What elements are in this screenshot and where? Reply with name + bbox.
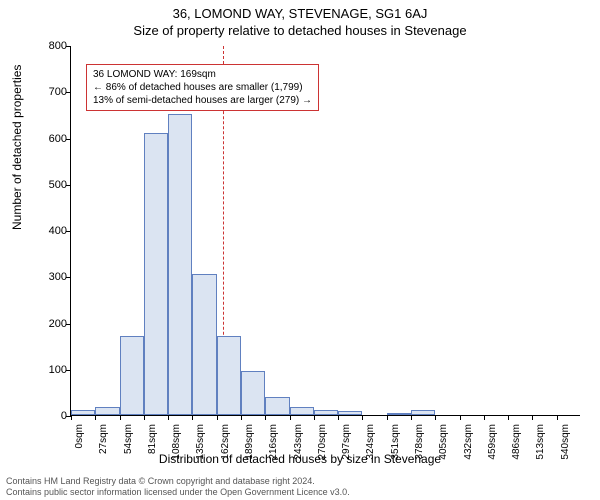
histogram-bar bbox=[290, 407, 314, 415]
y-tick-mark bbox=[66, 231, 71, 232]
x-tick-mark bbox=[387, 415, 388, 420]
histogram-bar bbox=[241, 371, 265, 415]
y-tick-mark bbox=[66, 370, 71, 371]
x-tick-label: 27sqm bbox=[98, 424, 109, 454]
x-tick-mark bbox=[557, 415, 558, 420]
x-tick-mark bbox=[265, 415, 266, 420]
x-tick-mark bbox=[168, 415, 169, 420]
y-tick-label: 300 bbox=[31, 271, 67, 283]
y-tick-label: 100 bbox=[31, 364, 67, 376]
root: 36, LOMOND WAY, STEVENAGE, SG1 6AJ Size … bbox=[0, 0, 600, 500]
y-tick-mark bbox=[66, 277, 71, 278]
x-tick-mark bbox=[71, 415, 72, 420]
x-tick-mark bbox=[120, 415, 121, 420]
annotation-box: 36 LOMOND WAY: 169sqm ← 86% of detached … bbox=[86, 64, 319, 111]
histogram-bar bbox=[411, 410, 435, 415]
y-tick-label: 200 bbox=[31, 318, 67, 330]
footer-line-2: Contains public sector information licen… bbox=[6, 487, 350, 498]
y-tick-mark bbox=[66, 46, 71, 47]
y-tick-mark bbox=[66, 324, 71, 325]
histogram-bar bbox=[95, 407, 119, 415]
x-tick-mark bbox=[217, 415, 218, 420]
y-tick-label: 500 bbox=[31, 179, 67, 191]
x-tick-label: 54sqm bbox=[123, 424, 134, 454]
x-tick-mark bbox=[95, 415, 96, 420]
histogram-bar bbox=[387, 413, 411, 415]
annotation-line-2: ← 86% of detached houses are smaller (1,… bbox=[93, 81, 312, 94]
histogram-bar bbox=[314, 410, 338, 415]
histogram-bar bbox=[217, 336, 241, 415]
histogram-bar bbox=[168, 114, 192, 415]
x-tick-mark bbox=[290, 415, 291, 420]
histogram-bar bbox=[144, 133, 168, 415]
chart-area: 36 LOMOND WAY: 169sqm ← 86% of detached … bbox=[70, 46, 580, 416]
x-tick-mark bbox=[192, 415, 193, 420]
attribution-footer: Contains HM Land Registry data © Crown c… bbox=[6, 476, 350, 498]
page-title: 36, LOMOND WAY, STEVENAGE, SG1 6AJ bbox=[0, 0, 600, 21]
x-tick-mark bbox=[508, 415, 509, 420]
x-tick-label: 81sqm bbox=[147, 424, 158, 454]
y-tick-label: 400 bbox=[31, 225, 67, 237]
y-tick-mark bbox=[66, 139, 71, 140]
x-tick-mark bbox=[362, 415, 363, 420]
x-tick-mark bbox=[460, 415, 461, 420]
x-tick-mark bbox=[338, 415, 339, 420]
x-tick-mark bbox=[241, 415, 242, 420]
histogram-bar bbox=[71, 410, 95, 415]
plot-region: 36 LOMOND WAY: 169sqm ← 86% of detached … bbox=[70, 46, 580, 416]
x-tick-mark bbox=[411, 415, 412, 420]
y-tick-label: 0 bbox=[31, 410, 67, 422]
histogram-bar bbox=[192, 274, 216, 415]
x-tick-mark bbox=[435, 415, 436, 420]
histogram-bar bbox=[120, 336, 144, 415]
x-tick-mark bbox=[144, 415, 145, 420]
y-tick-label: 800 bbox=[31, 40, 67, 52]
x-tick-mark bbox=[532, 415, 533, 420]
y-tick-label: 700 bbox=[31, 86, 67, 98]
y-axis-label: Number of detached properties bbox=[10, 65, 24, 230]
x-tick-mark bbox=[314, 415, 315, 420]
annotation-line-3: 13% of semi-detached houses are larger (… bbox=[93, 94, 312, 107]
annotation-line-1: 36 LOMOND WAY: 169sqm bbox=[93, 68, 312, 81]
y-tick-label: 600 bbox=[31, 133, 67, 145]
y-tick-mark bbox=[66, 92, 71, 93]
x-tick-label: 0sqm bbox=[74, 424, 85, 448]
chart-subtitle: Size of property relative to detached ho… bbox=[0, 21, 600, 40]
footer-line-1: Contains HM Land Registry data © Crown c… bbox=[6, 476, 350, 487]
x-axis-label: Distribution of detached houses by size … bbox=[0, 452, 600, 466]
histogram-bar bbox=[265, 397, 289, 416]
x-tick-mark bbox=[484, 415, 485, 420]
histogram-bar bbox=[338, 411, 362, 415]
y-tick-mark bbox=[66, 185, 71, 186]
